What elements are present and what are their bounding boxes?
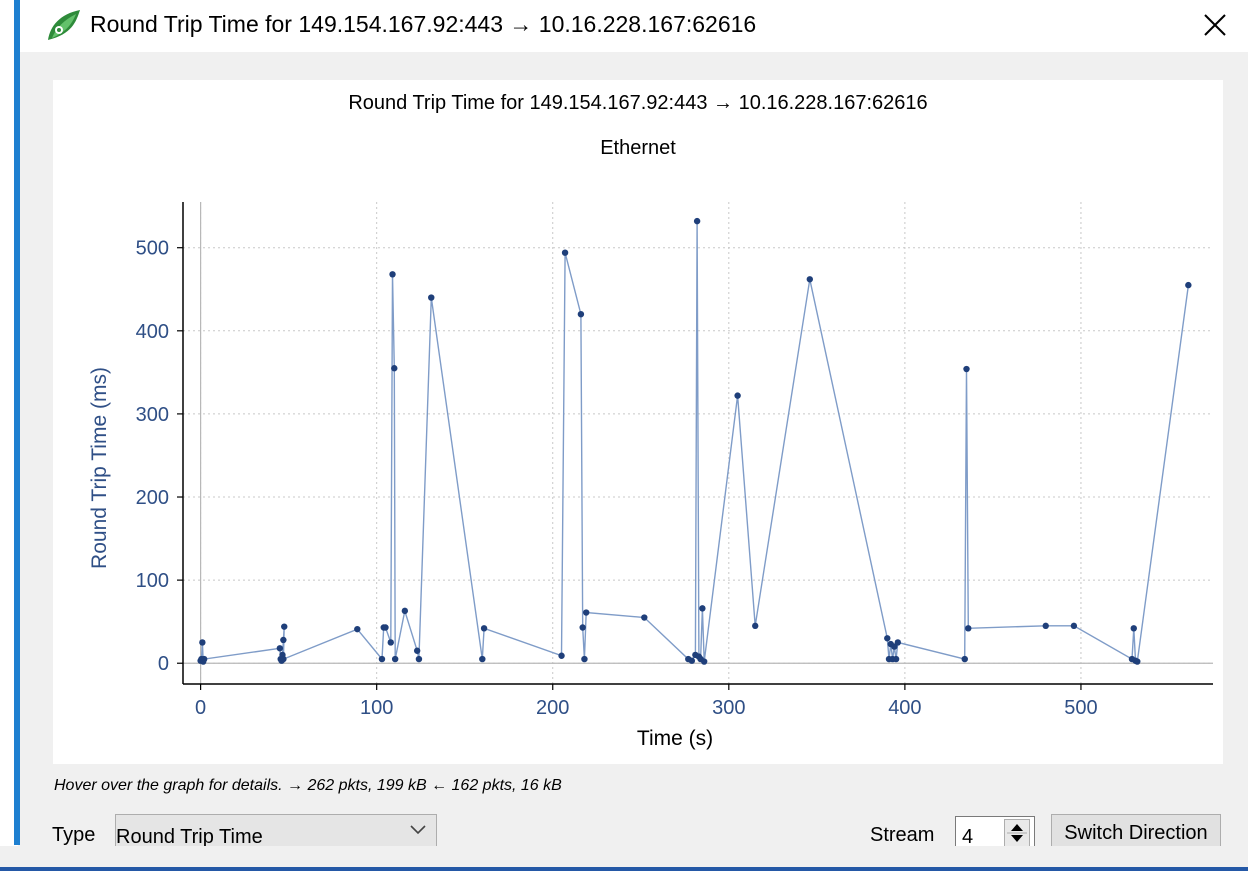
- data-point[interactable]: [561, 249, 569, 256]
- taskbar-accent: [0, 867, 1248, 871]
- switch-direction-button[interactable]: Switch Direction: [1051, 814, 1221, 852]
- y-tick-label-5: 500: [136, 238, 169, 260]
- data-point[interactable]: [387, 639, 394, 646]
- data-point[interactable]: [693, 217, 701, 225]
- data-point[interactable]: [428, 294, 435, 301]
- close-icon: [1204, 14, 1226, 36]
- window-accent-border: [14, 0, 20, 845]
- chevron-down-icon: [410, 825, 426, 835]
- x-axis-label: Time (s): [637, 727, 713, 750]
- data-point[interactable]: [1070, 622, 1078, 630]
- stream-spin-buttons[interactable]: [1004, 819, 1030, 847]
- data-point[interactable]: [200, 655, 208, 663]
- data-point[interactable]: [961, 655, 968, 663]
- data-point[interactable]: [354, 625, 361, 633]
- data-point[interactable]: [699, 605, 706, 612]
- data-point[interactable]: [558, 652, 565, 659]
- y-tick-label-0: 0: [158, 653, 169, 675]
- stream-spinbox[interactable]: 4: [955, 816, 1035, 850]
- close-button[interactable]: [1190, 4, 1240, 46]
- data-point[interactable]: [1185, 281, 1192, 289]
- rtt-series-line: [199, 221, 1190, 663]
- data-point[interactable]: [1130, 625, 1137, 632]
- x-tick-label-0: 0: [195, 697, 206, 719]
- y-axis-label: Round Trip Time (ms): [88, 367, 111, 569]
- type-label: Type: [52, 824, 96, 846]
- data-point[interactable]: [894, 639, 902, 646]
- data-point[interactable]: [579, 624, 586, 631]
- data-point[interactable]: [577, 310, 585, 318]
- type-select-value: Round Trip Time: [116, 826, 263, 848]
- data-point[interactable]: [700, 658, 708, 665]
- rtt-chart[interactable]: Round Trip Time for 149.154.167.92:443 →…: [53, 80, 1223, 764]
- chart-title: Round Trip Time for 149.154.167.92:443 →…: [348, 92, 927, 114]
- data-point[interactable]: [734, 392, 741, 399]
- data-point[interactable]: [389, 271, 396, 278]
- data-point[interactable]: [963, 365, 970, 373]
- data-point[interactable]: [806, 276, 814, 283]
- x-tick-label-2: 200: [536, 697, 569, 719]
- spin-down-icon[interactable]: [1011, 835, 1023, 842]
- x-tick-label-3: 300: [712, 697, 745, 719]
- x-tick-label-5: 500: [1064, 697, 1097, 719]
- y-tick-label-1: 100: [136, 570, 169, 592]
- window-title: Round Trip Time for 149.154.167.92:443 →…: [90, 11, 757, 37]
- data-point[interactable]: [892, 655, 900, 663]
- y-tick-label-3: 300: [136, 404, 169, 426]
- data-point[interactable]: [401, 607, 409, 615]
- data-point[interactable]: [391, 655, 399, 663]
- title-bar[interactable]: Round Trip Time for 149.154.167.92:443 →…: [20, 0, 1248, 52]
- rtt-graph-window: Round Trip Time for 149.154.167.92:443 →…: [20, 0, 1248, 852]
- x-tick-label-1: 100: [360, 697, 393, 719]
- data-point[interactable]: [415, 655, 423, 663]
- data-point[interactable]: [199, 639, 206, 646]
- type-select[interactable]: Round Trip Time: [115, 814, 437, 850]
- y-tick-label-2: 200: [136, 487, 169, 509]
- data-point[interactable]: [281, 623, 288, 630]
- data-point[interactable]: [280, 655, 287, 663]
- data-point[interactable]: [688, 657, 696, 664]
- wireshark-fin-icon: [46, 8, 82, 42]
- data-point[interactable]: [884, 635, 891, 642]
- chart-subtitle: Ethernet: [600, 137, 676, 159]
- plot-area[interactable]: Round Trip Time for 149.154.167.92:443 →…: [53, 80, 1223, 764]
- data-point[interactable]: [581, 655, 588, 663]
- data-point[interactable]: [280, 636, 287, 644]
- taskbar: [0, 846, 1248, 871]
- data-point[interactable]: [413, 647, 421, 654]
- hover-hint: Hover over the graph for details. → 262 …: [54, 777, 562, 794]
- controls-bar: Type Round Trip Time Stream 4 Switch Dir…: [20, 812, 1248, 852]
- data-point[interactable]: [378, 655, 386, 663]
- data-point[interactable]: [641, 614, 648, 621]
- y-tick-label-4: 400: [136, 321, 169, 343]
- stream-label: Stream: [870, 824, 935, 846]
- background-edge: [0, 0, 18, 871]
- data-point[interactable]: [479, 655, 486, 663]
- data-point[interactable]: [1042, 622, 1049, 630]
- data-point[interactable]: [965, 625, 972, 632]
- spin-up-icon[interactable]: [1011, 824, 1023, 831]
- data-point[interactable]: [752, 622, 759, 630]
- data-point[interactable]: [582, 609, 590, 616]
- data-point[interactable]: [480, 625, 488, 632]
- x-tick-label-4: 400: [888, 697, 921, 719]
- stream-value: 4: [962, 826, 974, 848]
- data-point[interactable]: [1134, 658, 1141, 665]
- data-point[interactable]: [391, 365, 398, 372]
- data-point[interactable]: [382, 624, 389, 631]
- data-point[interactable]: [276, 645, 284, 652]
